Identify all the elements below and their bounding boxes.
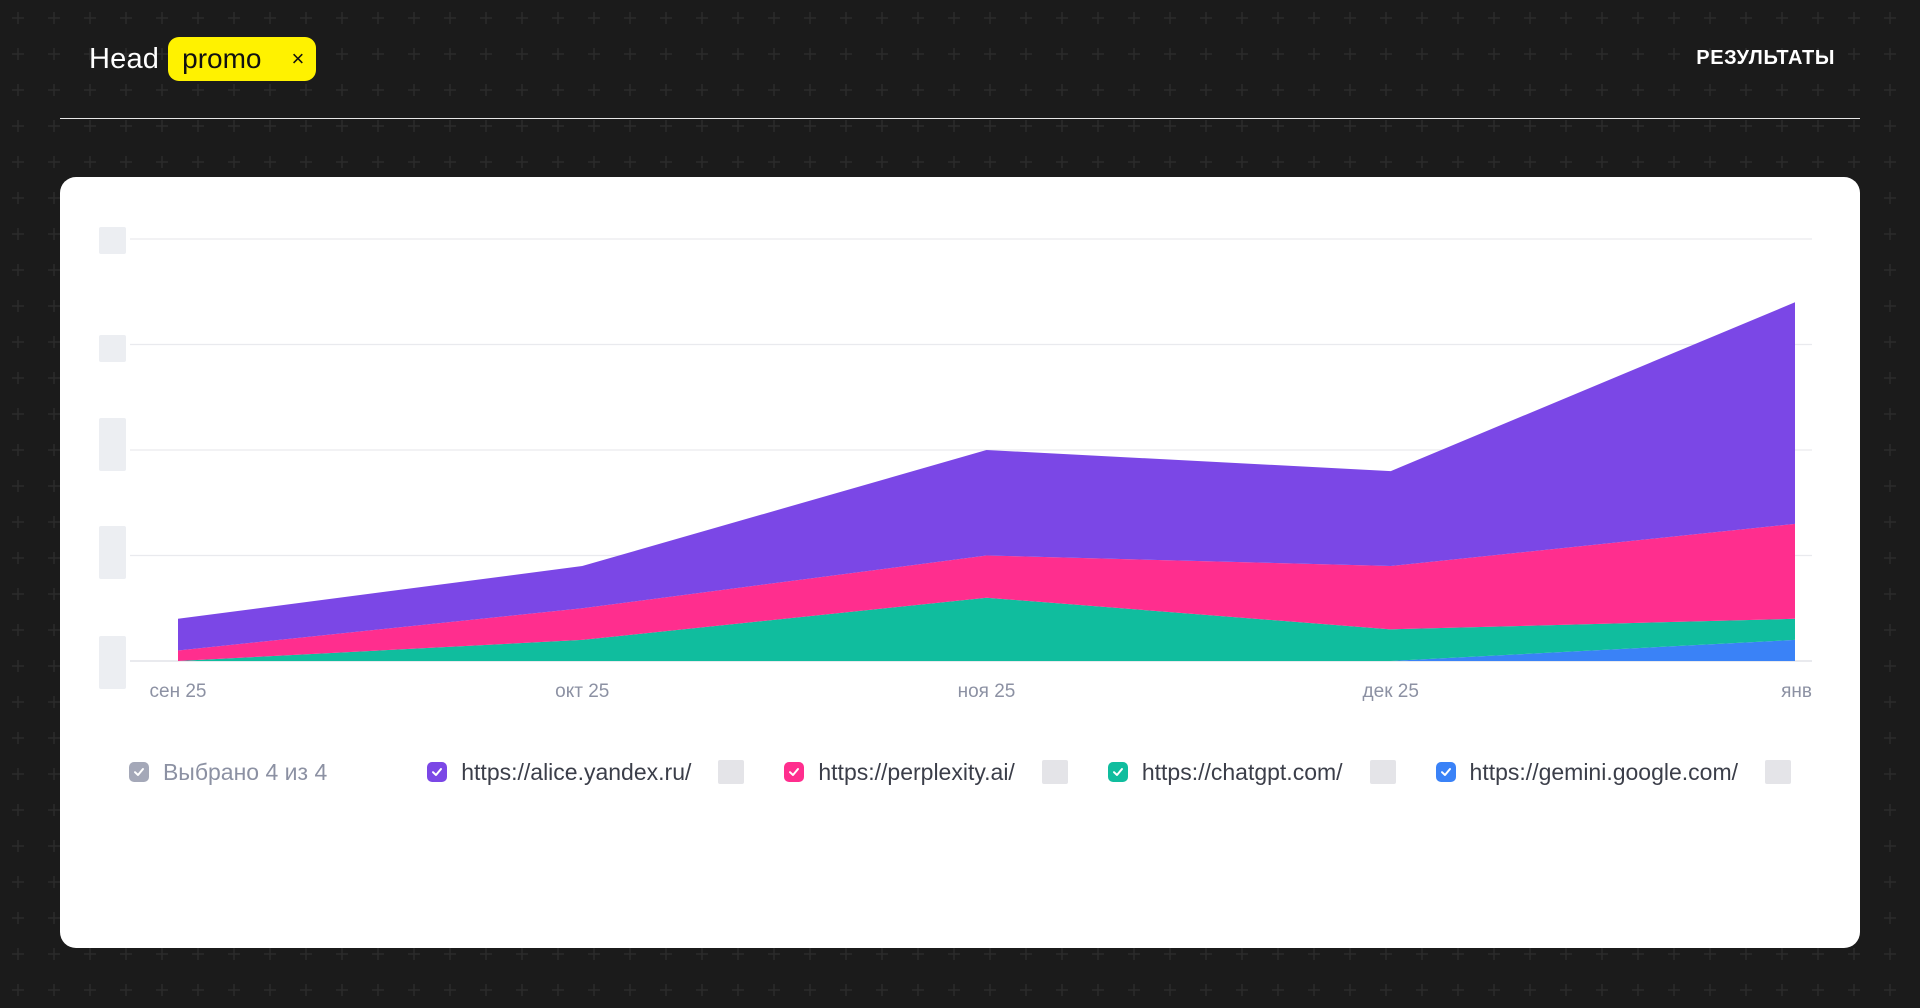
x-tick-label: окт 25 (555, 681, 609, 702)
legend-item-chatgpt[interactable]: https://chatgpt.com/ (1107, 757, 1396, 787)
results-nav-link[interactable]: РЕЗУЛЬТАТЫ (1696, 47, 1835, 69)
legend-item-label: https://alice.yandex.ru/ (461, 758, 692, 785)
x-tick-label: ноя 25 (958, 681, 1016, 702)
header: Head promo × РЕЗУЛЬТАТЫ (60, 0, 1860, 119)
legend-item-value (1765, 760, 1792, 784)
x-tick-label: янв (1781, 681, 1812, 702)
checkbox-icon[interactable] (784, 762, 805, 782)
promo-filter-chip[interactable]: promo × (168, 37, 317, 81)
chart-legend: Выбрано 4 из 4 https://alice.yandex.ru/ … (60, 757, 1860, 787)
close-icon[interactable]: × (291, 46, 305, 71)
brand: Head promo × (89, 37, 317, 81)
legend-item-value (1369, 760, 1396, 784)
y-tick-placeholder (99, 227, 126, 254)
legend-item-value (718, 760, 745, 784)
area-series-gemini-google-com[interactable] (178, 639, 1795, 661)
area-series-alice-yandex-ru[interactable] (178, 302, 1795, 651)
legend-item-label: https://gemini.google.com/ (1469, 758, 1739, 785)
legend-item-label: https://perplexity.ai/ (818, 758, 1015, 785)
x-tick-label: сен 25 (150, 681, 207, 702)
brand-name: Head (89, 42, 160, 75)
checkbox-icon[interactable] (128, 762, 149, 782)
y-tick-placeholder (99, 636, 126, 689)
legend-item-gemini[interactable]: https://gemini.google.com/ (1435, 757, 1792, 787)
area-series-chatgpt-com[interactable] (178, 597, 1795, 661)
checkbox-icon[interactable] (427, 762, 448, 782)
x-tick-label: дек 25 (1363, 681, 1419, 702)
y-tick-placeholder (99, 526, 126, 579)
legend-item-alice[interactable]: https://alice.yandex.ru/ (427, 757, 745, 787)
y-tick-placeholder (99, 335, 126, 362)
legend-item-value (1041, 760, 1068, 784)
area-chart: сен 25 окт 25 ноя 25 дек 25 янв (130, 238, 1812, 702)
chart-card: сен 25 окт 25 ноя 25 дек 25 янв Выбрано 4 из… (60, 177, 1860, 948)
legend-item-label: https://chatgpt.com/ (1141, 758, 1343, 785)
legend-summary-label: Выбрано 4 из 4 (162, 758, 328, 785)
area-series-perplexity-ai[interactable] (178, 523, 1795, 661)
legend-item-perplexity[interactable]: https://perplexity.ai/ (784, 757, 1068, 787)
legend-select-all[interactable]: Выбрано 4 из 4 (128, 757, 328, 787)
promo-chip-label: promo (182, 43, 262, 74)
checkbox-icon[interactable] (1107, 762, 1128, 782)
y-tick-placeholder (99, 418, 126, 471)
checkbox-icon[interactable] (1435, 762, 1456, 782)
